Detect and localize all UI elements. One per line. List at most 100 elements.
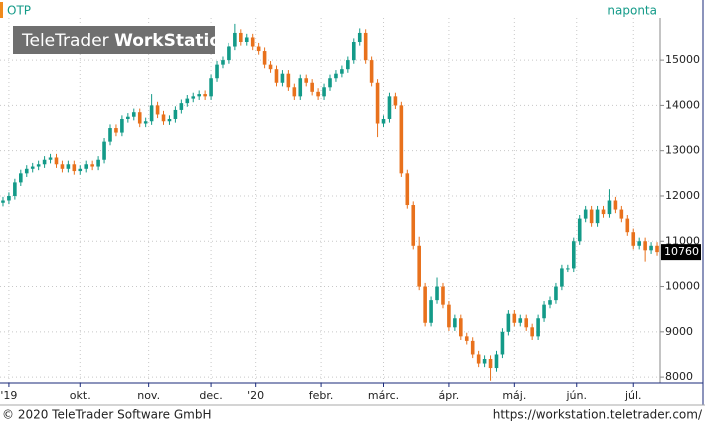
- candle-body: [48, 157, 53, 160]
- candle-body: [417, 245, 421, 287]
- candle-body: [441, 286, 445, 305]
- candle-body: [96, 159, 100, 167]
- candle-body: [304, 78, 309, 83]
- candle-body: [548, 300, 552, 305]
- candle-body: [60, 164, 65, 169]
- copyright: © 2020 TeleTrader Software GmbH: [2, 408, 212, 422]
- candle-body: [143, 121, 148, 124]
- candle-body: [375, 82, 380, 124]
- candle-body: [310, 82, 314, 92]
- candle-body: [221, 60, 225, 65]
- candle-body: [387, 96, 392, 119]
- y-tick-label: 10000: [665, 280, 700, 293]
- x-tick-label: febr.: [309, 389, 334, 402]
- candle-body: [476, 354, 481, 364]
- candle-body: [524, 318, 529, 328]
- y-tick-label: 11000: [665, 234, 700, 247]
- watermark: TeleTrader WorkStation: [21, 31, 233, 51]
- candle-body: [197, 94, 201, 97]
- candle-body: [637, 241, 641, 246]
- candle-body: [215, 64, 219, 79]
- candle-body: [488, 358, 493, 369]
- candle-body: [447, 304, 451, 328]
- candle-body: [286, 73, 291, 88]
- candle-body: [155, 105, 160, 115]
- candle-body: [36, 164, 41, 167]
- x-tick-label: júl.: [624, 389, 642, 402]
- instrument-marker: [0, 2, 3, 18]
- candle-body: [78, 168, 83, 172]
- y-tick-label: 13000: [665, 144, 700, 157]
- candle-body: [298, 78, 303, 97]
- candle-body: [209, 78, 213, 97]
- candle-body: [536, 318, 540, 337]
- candle-body: [346, 60, 350, 70]
- candle-body: [381, 118, 386, 124]
- candle-body: [351, 42, 356, 61]
- candle-body: [554, 286, 558, 301]
- candle-body: [399, 105, 404, 174]
- candle-body: [393, 96, 398, 106]
- candle-body: [120, 118, 124, 133]
- candle-body: [328, 78, 332, 88]
- candle-body: [108, 128, 112, 142]
- candle-body: [411, 205, 416, 246]
- candle-body: [66, 164, 71, 169]
- candle-body: [250, 37, 255, 47]
- x-tick-label: jún.: [566, 389, 588, 402]
- candle-body: [316, 91, 320, 97]
- candle-body: [24, 168, 29, 174]
- candle-body: [1, 200, 5, 203]
- candle-body: [583, 209, 588, 219]
- candle-body: [137, 112, 142, 124]
- candle-body: [607, 200, 612, 215]
- candle-body: [322, 87, 326, 97]
- candle-body: [571, 241, 576, 269]
- candle-body: [482, 358, 487, 364]
- watermark-box: [13, 26, 215, 54]
- candle-body: [423, 286, 427, 323]
- candle-body: [233, 32, 237, 47]
- candle-body: [7, 195, 11, 201]
- candle-body: [54, 157, 59, 165]
- candle-body: [167, 118, 172, 122]
- candle-body: [518, 318, 523, 323]
- candle-body: [655, 245, 659, 253]
- candle-body: [179, 103, 184, 110]
- candle-body: [268, 64, 273, 70]
- candle-body: [340, 69, 344, 74]
- watermark-part: WorkStation: [114, 31, 233, 51]
- candle-body: [494, 354, 499, 369]
- candle-body: [453, 318, 457, 328]
- candle-body: [601, 209, 606, 215]
- candle-body: [280, 73, 285, 83]
- candle-body: [161, 114, 166, 122]
- candle-body: [262, 51, 267, 65]
- candle-body: [506, 313, 511, 332]
- x-tick-label: nov.: [137, 389, 160, 402]
- candle-body: [13, 182, 17, 196]
- footer-link[interactable]: https://workstation.teletrader.com/: [493, 408, 703, 422]
- candle-body: [19, 173, 23, 183]
- y-tick-label: 14000: [665, 98, 700, 111]
- x-tick-label: máj.: [502, 389, 526, 402]
- candle-body: [90, 164, 94, 167]
- candle-body: [84, 164, 89, 169]
- plot-area: [0, 18, 660, 383]
- candle-body: [363, 32, 368, 61]
- y-tick-label: 9000: [665, 325, 693, 338]
- candle-body: [256, 46, 261, 52]
- candle-body: [512, 313, 517, 323]
- last-value-box: [661, 244, 701, 261]
- candle-body: [560, 268, 564, 287]
- candle-body: [619, 209, 624, 219]
- candle-body: [643, 241, 647, 251]
- x-tick-label: okt.: [70, 389, 91, 402]
- interval-label[interactable]: naponta: [607, 4, 657, 18]
- candle-body: [589, 209, 594, 224]
- candle-body: [613, 200, 618, 210]
- candle-body: [173, 109, 178, 119]
- y-tick-label: 12000: [665, 189, 700, 202]
- candle-body: [42, 159, 47, 165]
- candle-body: [203, 94, 207, 97]
